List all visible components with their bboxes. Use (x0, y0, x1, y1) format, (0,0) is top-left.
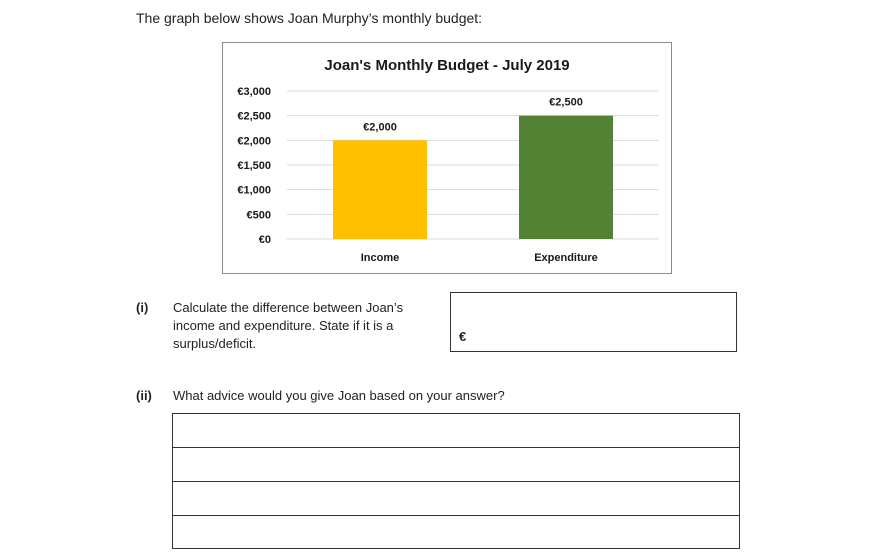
question-ii-text: What advice would you give Joan based on… (173, 388, 505, 403)
question-i-number: (i) (136, 300, 149, 315)
chart-title: Joan's Monthly Budget - July 2019 (324, 57, 569, 74)
y-tick-label: €1,500 (237, 160, 271, 172)
y-tick-label: €500 (247, 209, 271, 221)
y-tick-label: €1,000 (237, 185, 271, 197)
question-i-line-1: Calculate the difference between Joan’s (173, 300, 404, 315)
question-i-line-2: income and expenditure. State if it is a (173, 318, 394, 333)
y-tick-label: €0 (259, 234, 271, 246)
answer-line-3[interactable] (173, 482, 739, 516)
answer-line-1[interactable] (173, 414, 739, 448)
category-label-expenditure: Expenditure (534, 252, 598, 264)
euro-sign: € (459, 329, 467, 344)
y-tick-label: €3,000 (237, 86, 271, 98)
category-label-income: Income (361, 252, 400, 264)
y-tick-label: €2,500 (237, 111, 271, 123)
chart-svg: Joan's Monthly Budget - July 2019 €0 €500… (237, 57, 659, 264)
question-ii-number: (ii) (136, 388, 152, 403)
data-label-income: €2,000 (363, 121, 397, 133)
answer-lines-ii[interactable] (172, 413, 740, 549)
data-label-expenditure: €2,500 (549, 97, 583, 109)
answer-box-i[interactable]: € (450, 292, 737, 352)
bar-income (333, 140, 427, 239)
budget-chart: Joan's Monthly Budget - July 2019 €0 €500… (222, 42, 672, 274)
answer-line-2[interactable] (173, 448, 739, 482)
y-tick-label: €2,000 (237, 135, 271, 147)
intro-text: The graph below shows Joan Murphy’s mont… (136, 10, 483, 26)
chart-y-ticks: €0 €500 €1,000 €1,500 €2,000 €2,500 €3,000 (237, 86, 271, 246)
chart-data-labels: €2,000 €2,500 (363, 97, 583, 134)
question-i-line-3: surplus/deficit. (173, 336, 257, 351)
bar-expenditure (519, 115, 613, 239)
question-i-text: Calculate the difference between Joan’s … (173, 299, 403, 353)
chart-category-labels: Income Expenditure (361, 252, 598, 264)
chart-bars (333, 115, 613, 239)
answer-line-4[interactable] (173, 516, 739, 549)
